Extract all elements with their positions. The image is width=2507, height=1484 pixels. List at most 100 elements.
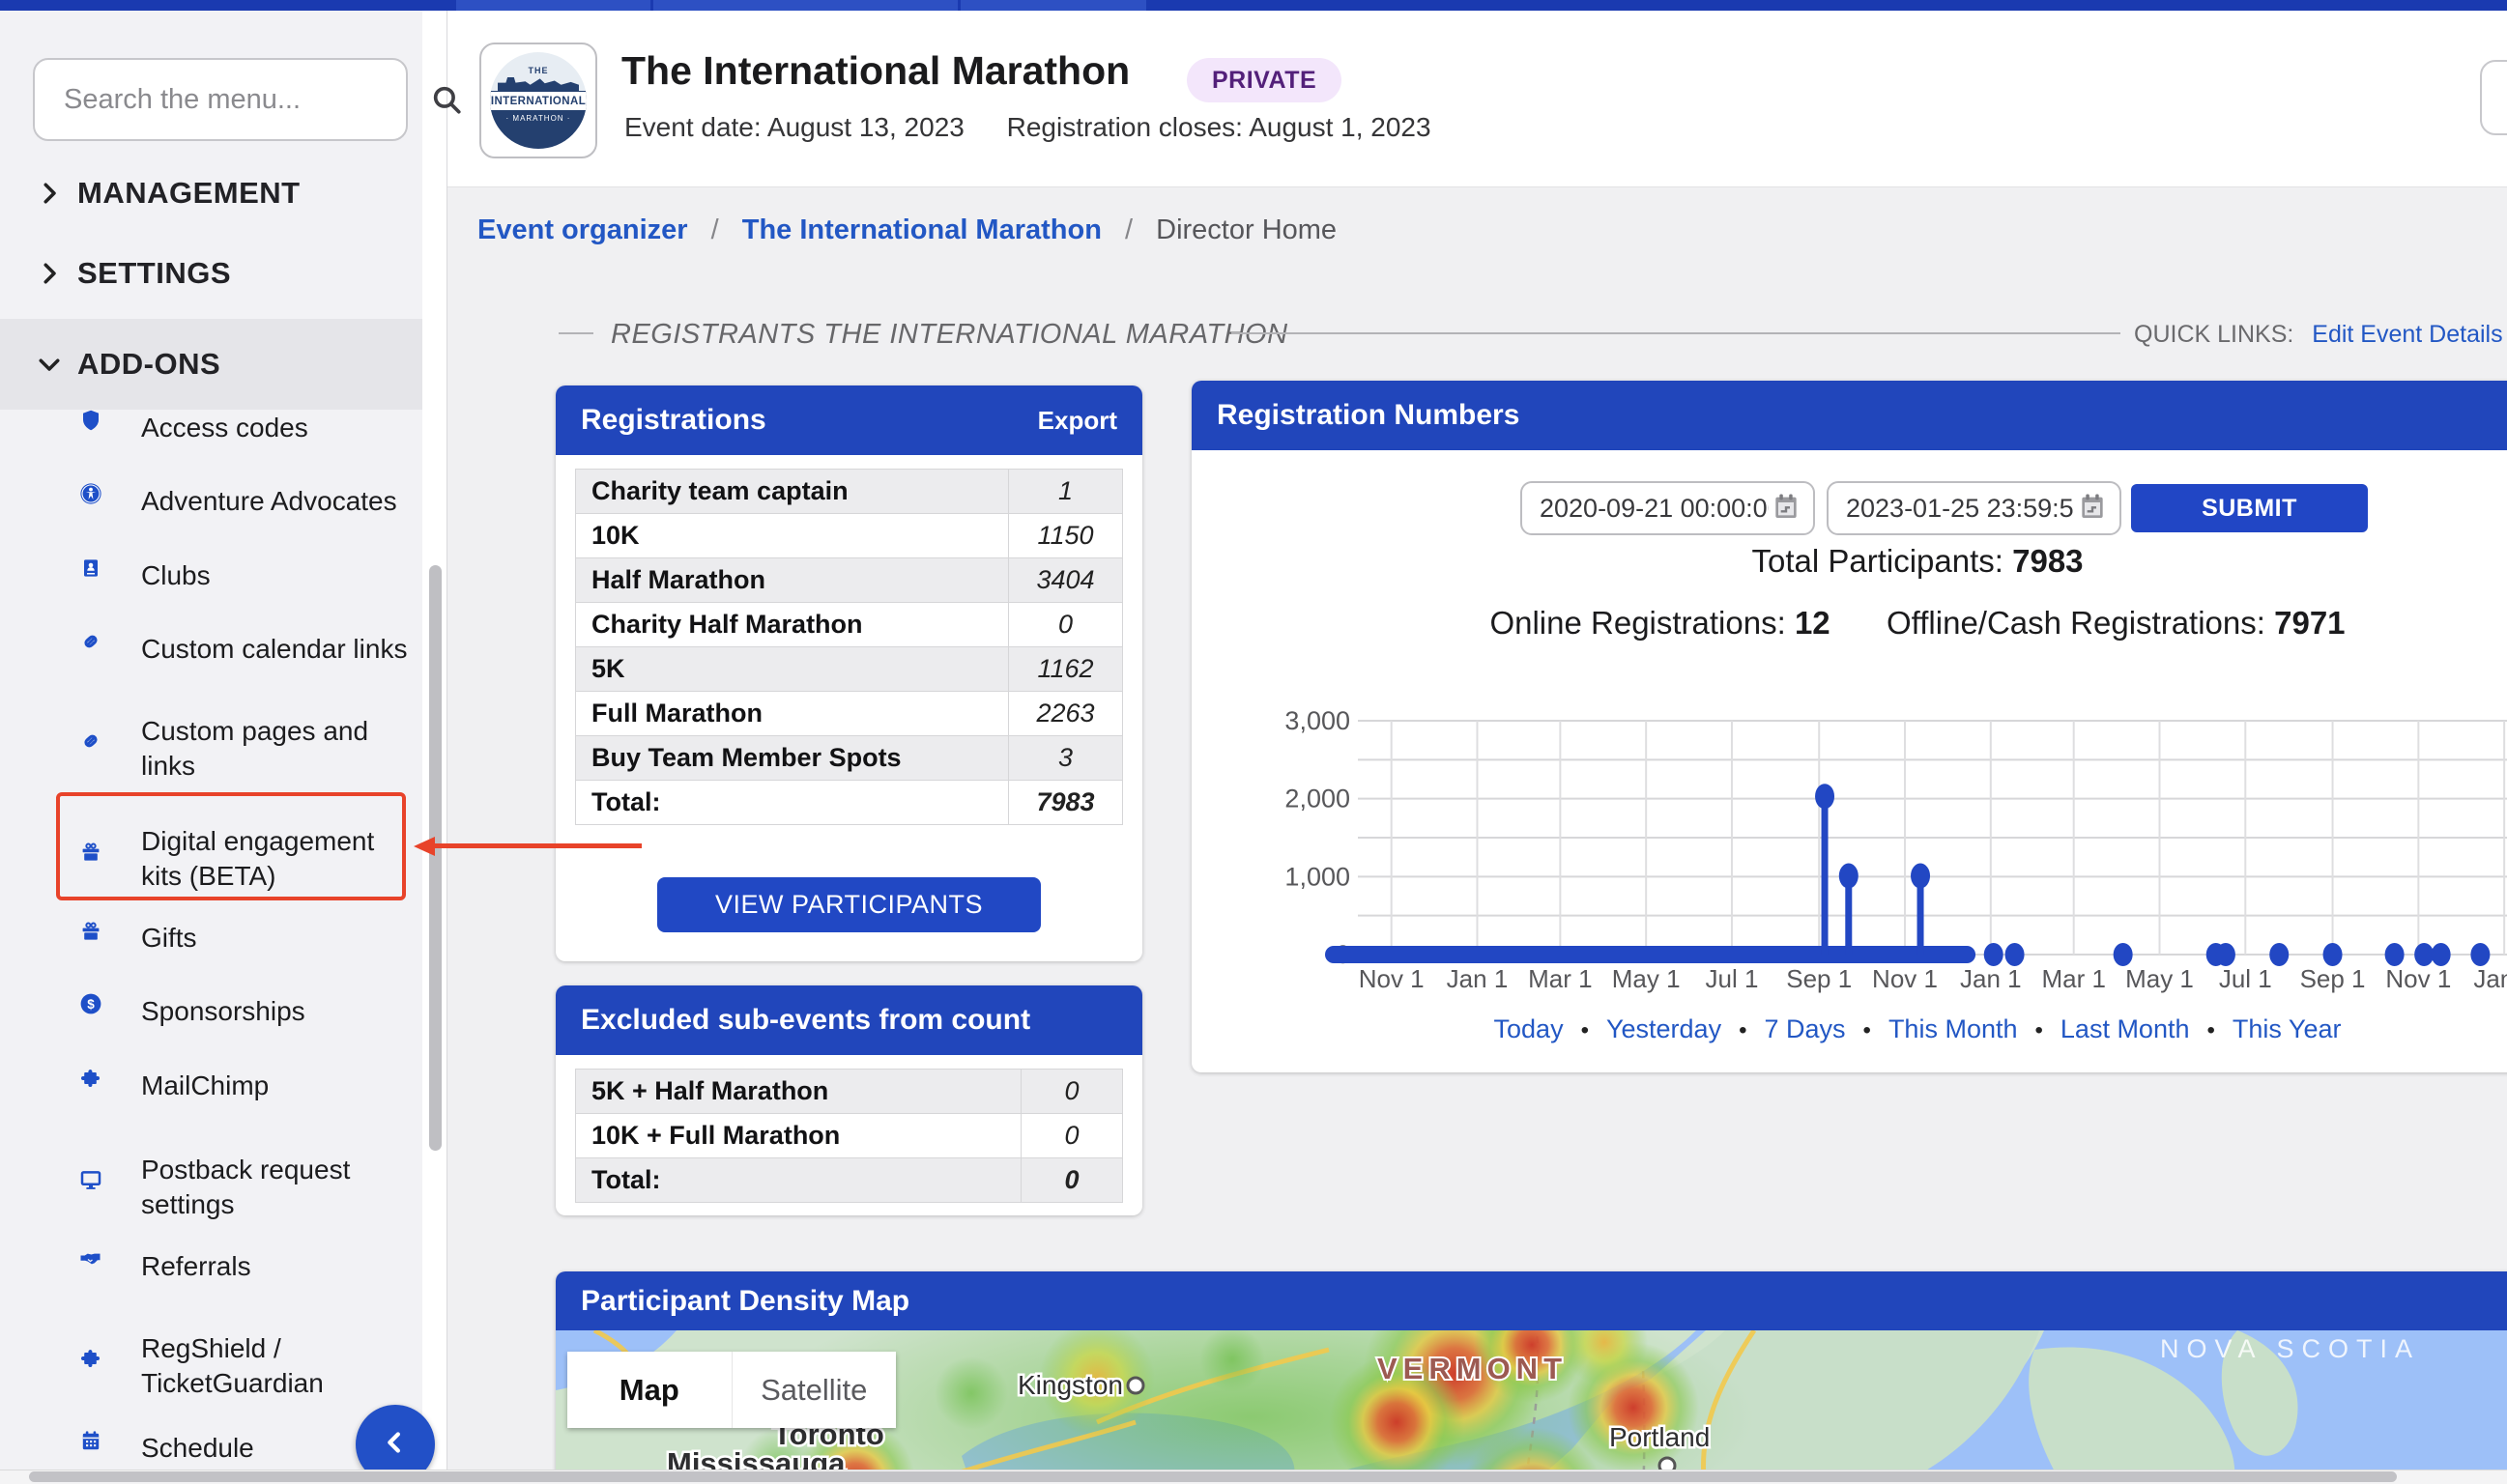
breadcrumb: Event organizer / The International Mara…: [477, 214, 1338, 245]
total-participants: Total Participants: 7983: [1751, 543, 2084, 579]
row-label: Charity Half Marathon: [575, 602, 1009, 647]
sidebar-section-add-ons[interactable]: ADD-ONS: [0, 319, 422, 410]
sidebar-item-sponsorships[interactable]: $ Sponsorships: [0, 958, 422, 1065]
submit-button[interactable]: SUBMIT: [2131, 484, 2368, 532]
table-row: Buy Team Member Spots 3: [575, 735, 1123, 781]
section-label: ADD-ONS: [77, 347, 221, 381]
sidebar-item-regshield-ticketguardian[interactable]: RegShield / TicketGuardian: [0, 1313, 422, 1419]
range-link-last-month[interactable]: Last Month: [2060, 1014, 2190, 1043]
row-label: 10K + Full Marathon: [575, 1113, 1022, 1158]
map-canvas[interactable]: Map Satellite: [556, 1330, 2507, 1484]
chevron-right-icon: [35, 259, 64, 288]
search-icon[interactable]: [430, 83, 463, 116]
chevron-down-icon: [35, 350, 64, 379]
range-link-today[interactable]: Today: [1493, 1014, 1564, 1043]
svg-text:1,000: 1,000: [1284, 862, 1350, 891]
row-value: 1162: [1008, 646, 1123, 692]
range-link-yesterday[interactable]: Yesterday: [1605, 1014, 1722, 1043]
search-input[interactable]: [62, 82, 430, 117]
cutoff-search-box[interactable]: [2480, 60, 2507, 135]
sidebar-item-access-codes[interactable]: Access codes: [0, 375, 422, 481]
satellite-button[interactable]: Satellite: [731, 1352, 897, 1428]
private-badge: PRIVATE: [1187, 58, 1342, 102]
card-title: Participant Density Map: [581, 1284, 910, 1317]
horizontal-scrollbar-thumb[interactable]: [29, 1471, 2397, 1482]
section-heading: REGISTRANTS THE INTERNATIONAL MARATHON: [611, 319, 1288, 350]
row-label: Total:: [575, 1157, 1022, 1203]
row-value: 1150: [1008, 513, 1123, 558]
breadcrumb-link[interactable]: Event organizer: [477, 214, 688, 245]
map-label-portland: Portland: [1609, 1422, 1710, 1452]
range-link-this-month[interactable]: This Month: [1887, 1014, 2018, 1043]
svg-text:Sep 1: Sep 1: [1786, 964, 1852, 993]
map-label-vermont: VERMONT: [1377, 1352, 1568, 1385]
export-button[interactable]: Export: [1037, 405, 1117, 435]
row-label: 5K + Half Marathon: [575, 1069, 1022, 1114]
top-nav-segment[interactable]: [456, 0, 650, 11]
event-date: Event date: August 13, 2023: [624, 112, 965, 142]
date-to-input[interactable]: [1844, 492, 2077, 525]
row-label: Total:: [575, 780, 1009, 825]
sidebar-item-referrals[interactable]: Referrals: [0, 1213, 422, 1320]
sidebar-item-postback-request-settings[interactable]: Postback request settings: [0, 1134, 422, 1241]
online-offline-counts: Online Registrations: 12 Offline/Cash Re…: [1489, 605, 2346, 641]
event-logo: THE INTERNATIONAL · MARATHON ·: [479, 43, 597, 158]
chart-svg: Nov 1 Jan 1 Mar 1 May 1 Jul 1 Sep 1 Nov 1 Jan 1…: [1284, 706, 2507, 993]
badge-dollar-icon: $: [77, 990, 120, 1033]
sidebar-item-custom-calendar-links[interactable]: Custom calendar links: [0, 596, 422, 702]
svg-text:Mar 1: Mar 1: [2041, 964, 2105, 993]
sidebar-item-digital-engagement-kits-beta[interactable]: Digital engagement kits (BETA): [0, 806, 422, 912]
sidebar-item-label: Gifts: [141, 923, 197, 953]
svg-text:3,000: 3,000: [1284, 706, 1350, 735]
range-link-7-days[interactable]: 7 Days: [1764, 1014, 1846, 1043]
sidebar-scrollbar[interactable]: [429, 565, 442, 1151]
date-from-field: [1520, 481, 1815, 535]
table-row: Half Marathon 3404: [575, 557, 1123, 603]
row-value: 2263: [1008, 691, 1123, 736]
sidebar-item-label: Sponsorships: [141, 996, 305, 1026]
row-value: 0: [1021, 1113, 1123, 1158]
sidebar-item-clubs[interactable]: Clubs: [0, 523, 422, 629]
bullet-separator: •: [1580, 1017, 1589, 1043]
svg-text:Jul 1: Jul 1: [2219, 964, 2272, 993]
sidebar-item-mailchimp[interactable]: MailChimp: [0, 1033, 422, 1139]
sidebar-search: [33, 58, 461, 141]
svg-text:Nov 1: Nov 1: [1872, 964, 1938, 993]
sidebar-item-schedule[interactable]: Schedule: [0, 1395, 422, 1484]
annotation-arrow: [414, 837, 642, 856]
sidebar-item-adventure-advocates[interactable]: Adventure Advocates: [0, 448, 422, 555]
calendar-picker-icon[interactable]: [2077, 491, 2108, 527]
section-label: MANAGEMENT: [77, 176, 301, 210]
map-button[interactable]: Map: [619, 1372, 679, 1407]
edit-event-details-link[interactable]: Edit Event Details: [2312, 321, 2503, 348]
row-value: 3: [1008, 735, 1123, 781]
bullet-separator: •: [2206, 1017, 2215, 1043]
density-map-card: Participant Density Map Map Satellite: [556, 1271, 2507, 1484]
table-row: Charity Half Marathon 0: [575, 602, 1123, 647]
calendar-picker-icon[interactable]: [1771, 491, 1801, 527]
map-label-kingston: Kingston: [1018, 1370, 1123, 1400]
svg-text:Jul 1: Jul 1: [1706, 964, 1759, 993]
top-nav-segment[interactable]: [653, 0, 958, 11]
table-row: 5K + Half Marathon 0: [575, 1069, 1123, 1114]
sidebar-section-settings[interactable]: SETTINGS: [0, 244, 422, 302]
heading-rule: [559, 332, 593, 334]
breadcrumb-current: Director Home: [1156, 214, 1338, 245]
sidebar-item-gifts[interactable]: Gifts: [0, 885, 422, 991]
view-participants-button[interactable]: VIEW PARTICIPANTS: [657, 877, 1041, 932]
excluded-card-header: Excluded sub-events from count: [556, 985, 1142, 1055]
row-label: 5K: [575, 646, 1009, 692]
range-link-this-year[interactable]: This Year: [2232, 1014, 2342, 1043]
header-dates: Event date: August 13, 2023 Registration…: [624, 112, 1466, 143]
top-nav-segment[interactable]: [961, 0, 1146, 11]
date-from-input[interactable]: [1538, 492, 1771, 525]
sidebar-item-label: Postback request settings: [141, 1155, 351, 1219]
sidebar-item-custom-pages-and-links[interactable]: Custom pages and links: [0, 696, 422, 802]
density-map-header: Participant Density Map: [556, 1271, 2507, 1330]
sidebar-section-management[interactable]: MANAGEMENT: [0, 164, 422, 222]
calendar-icon: [77, 1427, 120, 1470]
sidebar-item-label: Access codes: [141, 413, 308, 442]
sidebar-item-label: Custom pages and links: [141, 716, 369, 781]
card-title: Registration Numbers: [1217, 399, 1520, 431]
breadcrumb-link[interactable]: The International Marathon: [741, 214, 1102, 245]
